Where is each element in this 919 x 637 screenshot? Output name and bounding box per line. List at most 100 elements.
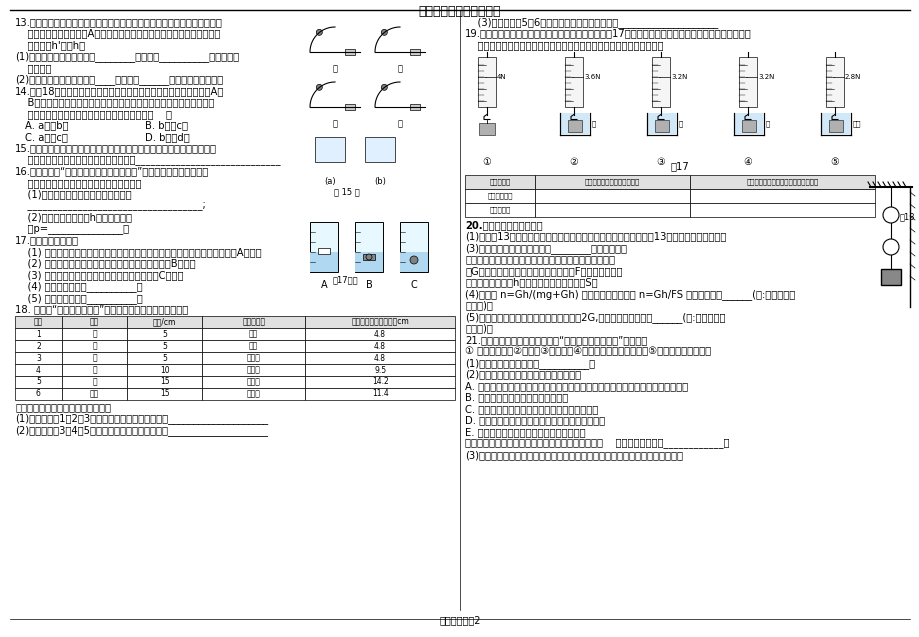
Text: (3)比较序号为5、6的两组数据，可得出的结论是____________________: (3)比较序号为5、6的两组数据，可得出的结论是________________… xyxy=(464,17,718,28)
Text: 朝上: 朝上 xyxy=(249,329,258,338)
Text: 6: 6 xyxy=(36,389,40,399)
Text: 盐水: 盐水 xyxy=(852,120,860,127)
Text: 18. 小明做“研究液体的压强”实验时得到的几组数据如下表：: 18. 小明做“研究液体的压强”实验时得到的几组数据如下表： xyxy=(15,304,188,315)
Text: 乙: 乙 xyxy=(397,64,403,73)
Text: 水: 水 xyxy=(591,120,596,127)
Circle shape xyxy=(882,207,898,223)
Bar xyxy=(62,340,127,352)
Text: C. 向上提起弹簧测力计，记下弹簧测力计的读数: C. 向上提起弹簧测力计，记下弹簧测力计的读数 xyxy=(464,404,597,414)
Text: 水: 水 xyxy=(92,354,96,362)
Circle shape xyxy=(366,254,371,260)
Bar xyxy=(305,364,455,376)
Text: A. 将滑轮组安装在铁架台上，在滑轮组下方挂鑉码，在细绳的一端系住弹簧测力计: A. 将滑轮组安装在铁架台上，在滑轮组下方挂鑉码，在细绳的一端系住弹簧测力计 xyxy=(464,381,687,391)
Text: 4.8: 4.8 xyxy=(374,329,386,338)
Text: 朝侧面: 朝侧面 xyxy=(246,389,260,399)
Text: 15.为了研究液体压强的特点，王林同学做了如图所示的实验。甲、乙组实: 15.为了研究液体压强的特点，王林同学做了如图所示的实验。甲、乙组实 xyxy=(15,143,217,154)
Text: 3.2N: 3.2N xyxy=(670,73,686,80)
Text: C. a图和c图: C. a图和c图 xyxy=(25,132,68,142)
Bar xyxy=(15,316,62,328)
Bar xyxy=(828,120,842,131)
Bar xyxy=(127,352,202,364)
Bar xyxy=(689,175,874,189)
Text: 出鑉码提升的高度h和弹簧测力计移动的距禫S。: 出鑉码提升的高度h和弹簧测力计移动的距禫S。 xyxy=(464,278,597,287)
Text: 11.4: 11.4 xyxy=(371,389,388,399)
Bar xyxy=(127,340,202,352)
Text: (2)比较乙、丙两图，可知在____相同时，______越大，动能就越大。: (2)比较乙、丙两图，可知在____相同时，______越大，动能就越大。 xyxy=(15,75,223,85)
Text: (b): (b) xyxy=(374,177,385,186)
Text: (1)利用图13所示的滑轮组成滑轮组，要求弹簧测力计向上拉。在图13中画出滑轮组的绕法。: (1)利用图13所示的滑轮组成滑轮组，要求弹簧测力计向上拉。在图13中画出滑轮组… xyxy=(464,231,726,241)
Bar xyxy=(400,222,427,272)
Text: D. b图和d图: D. b图和d图 xyxy=(145,132,189,142)
Text: (1)比较甲、乙两图，可知在________相同时，__________越大，动能: (1)比较甲、乙两图，可知在________相同时，__________越大，动… xyxy=(15,52,239,62)
Text: 3: 3 xyxy=(36,354,40,362)
Text: 水: 水 xyxy=(92,378,96,387)
Bar xyxy=(345,49,355,55)
Text: 20.测滑轮组的机械效率。: 20.测滑轮组的机械效率。 xyxy=(464,220,542,230)
Text: 水: 水 xyxy=(92,341,96,350)
Text: (2)若该液体的深度为h，则产生的压: (2)若该液体的深度为h，则产生的压 xyxy=(15,213,131,222)
Text: 13.研究物体动能大小跟哪些因素有关的实验中，实验时将大小不同的实心钉: 13.研究物体动能大小跟哪些因素有关的实验中，实验时将大小不同的实心钉 xyxy=(15,17,222,27)
Bar xyxy=(733,113,763,134)
Text: (4)用公式 n=Gh/(mg+Gh) 计算机械效率还是用 n=Gh/FS 计算出的结果______(填:偏大、相同: (4)用公式 n=Gh/(mg+Gh) 计算机械效率还是用 n=Gh/FS 计算… xyxy=(464,289,794,300)
Text: 1: 1 xyxy=(36,329,40,338)
Bar xyxy=(305,388,455,400)
Text: 14.2: 14.2 xyxy=(371,378,388,387)
Bar xyxy=(355,222,382,272)
Bar xyxy=(62,316,127,328)
Text: 2: 2 xyxy=(36,341,40,350)
Text: 21.小龙同学选择如下器材准备做“测定滑轮组机械效率”的实验：: 21.小龙同学选择如下器材准备做“测定滑轮组机械效率”的实验： xyxy=(464,335,647,345)
Bar xyxy=(127,364,202,376)
Text: 15: 15 xyxy=(160,389,169,399)
Text: (1)他所选用的器材缺少了__________。: (1)他所选用的器材缺少了__________。 xyxy=(464,358,595,369)
Text: 初中物理实验题专题训练: 初中物理实验题专题训练 xyxy=(418,5,501,18)
Text: (3) 将金属球取出轻轻地放入水中静止时，如图C所示；: (3) 将金属球取出轻轻地放入水中静止时，如图C所示； xyxy=(15,270,183,280)
Text: D. 测量出鑉码升起的高度和弹簧测力计移动的距禫: D. 测量出鑉码升起的高度和弹簧测力计移动的距禫 xyxy=(464,415,605,426)
Text: 强p=_______________。: 强p=_______________。 xyxy=(15,224,129,234)
Bar xyxy=(62,388,127,400)
Bar xyxy=(318,248,330,254)
Bar xyxy=(345,104,355,110)
Text: 根据表中的数据，请回答下列问题：: 根据表中的数据，请回答下列问题： xyxy=(15,402,111,412)
Bar xyxy=(742,120,755,131)
Text: ③: ③ xyxy=(656,157,664,166)
Text: (2) 将金属球轻轻地放入小玻璃容器中静止时，如图B所示；: (2) 将金属球轻轻地放入小玻璃容器中静止时，如图B所示； xyxy=(15,259,196,269)
Bar xyxy=(305,352,455,364)
Text: 序号: 序号 xyxy=(34,317,43,327)
Bar xyxy=(689,189,874,203)
Bar xyxy=(310,222,337,272)
Bar xyxy=(535,203,689,217)
Bar xyxy=(305,340,455,352)
Text: (a): (a) xyxy=(323,177,335,186)
Bar xyxy=(654,120,668,131)
Bar xyxy=(464,203,535,217)
Bar xyxy=(410,104,420,110)
Text: 水: 水 xyxy=(678,120,683,127)
Circle shape xyxy=(882,239,898,255)
Text: 朝下: 朝下 xyxy=(249,341,258,350)
Circle shape xyxy=(316,29,322,35)
Text: 朝侧面: 朝侧面 xyxy=(246,378,260,387)
Text: (2)比较序号为3、4、5的三组数据，可得出的结论是____________________: (2)比较序号为3、4、5的三组数据，可得出的结论是______________… xyxy=(15,425,267,436)
Text: A: A xyxy=(321,280,327,290)
Text: ⑤: ⑤ xyxy=(830,157,838,166)
Text: 4: 4 xyxy=(36,366,40,375)
Bar xyxy=(202,364,305,376)
Bar xyxy=(400,252,427,272)
Text: (5) 金属球的密度是__________。: (5) 金属球的密度是__________。 xyxy=(15,293,142,304)
Text: 5: 5 xyxy=(36,378,40,387)
Text: 3.6N: 3.6N xyxy=(584,73,600,80)
Bar xyxy=(127,316,202,328)
Bar xyxy=(62,352,127,364)
Bar xyxy=(62,376,127,388)
Bar xyxy=(15,328,62,340)
Text: 丙: 丙 xyxy=(332,119,337,128)
Text: (3)补正后，按正确的方法完成了实验，并记录了如下数据，请你帮他完成下表。: (3)补正后，按正确的方法完成了实验，并记录了如下数据，请你帮他完成下表。 xyxy=(464,450,682,460)
Text: 酒精: 酒精 xyxy=(90,389,99,399)
Text: 19.探究影响浮力大小因素的实验中，某小组做了如图17所示的一些实验。请你选出一些图示的实验，针: 19.探究影响浮力大小因素的实验中，某小组做了如图17所示的一些实验。请你选出一… xyxy=(464,29,751,38)
Circle shape xyxy=(410,256,417,264)
Bar xyxy=(202,316,305,328)
Text: C: C xyxy=(410,280,417,290)
Bar xyxy=(564,57,583,106)
Text: 4N: 4N xyxy=(496,73,506,80)
Bar xyxy=(464,175,535,189)
